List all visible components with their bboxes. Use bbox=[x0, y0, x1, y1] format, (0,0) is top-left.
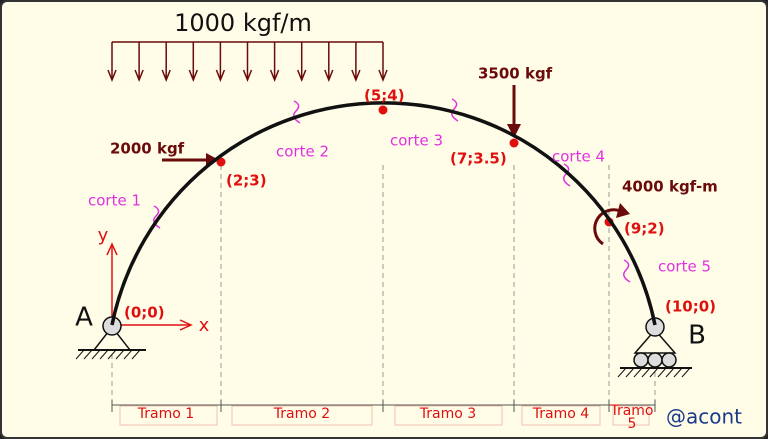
hatch bbox=[665, 367, 675, 378]
moment-arrow bbox=[593, 208, 625, 246]
arrow-head bbox=[378, 69, 388, 83]
point-label: (9;2) bbox=[624, 220, 665, 238]
span-label: Tramo 4 bbox=[532, 406, 589, 422]
hatch bbox=[107, 349, 117, 360]
hatch bbox=[649, 367, 659, 378]
axis-label: y bbox=[98, 225, 109, 246]
force-label: 3500 kgf bbox=[478, 65, 553, 83]
hatch bbox=[633, 367, 643, 378]
arrow-head bbox=[351, 69, 361, 83]
point-label: (5;4) bbox=[364, 87, 405, 105]
support-label: A bbox=[75, 303, 93, 333]
arrow-head bbox=[242, 69, 253, 83]
cut-mark bbox=[563, 163, 571, 187]
arrow-head bbox=[179, 319, 193, 331]
arrow-head bbox=[161, 69, 171, 83]
cut-label: corte 5 bbox=[658, 258, 711, 276]
axis-label: x bbox=[199, 315, 210, 336]
hatch bbox=[673, 367, 683, 378]
cut-label: corte 2 bbox=[276, 143, 329, 161]
arrow-head bbox=[106, 242, 118, 256]
arrow-head bbox=[269, 69, 280, 83]
cut-mark bbox=[451, 98, 459, 122]
moment-label: 4000 kgf-m bbox=[622, 178, 718, 196]
hatch bbox=[75, 349, 85, 360]
arrow-head bbox=[188, 69, 198, 83]
hatch bbox=[131, 349, 141, 360]
span-label: Tramo 1 bbox=[137, 406, 194, 422]
point bbox=[216, 157, 226, 167]
hatch bbox=[115, 349, 125, 360]
arrow-head bbox=[134, 69, 144, 83]
cut-mark bbox=[623, 259, 631, 283]
span-label: Tramo 3 bbox=[419, 406, 476, 422]
span-box bbox=[612, 405, 650, 426]
cut-label: corte 3 bbox=[390, 132, 443, 150]
span-label: Tramo bbox=[609, 403, 653, 419]
span-box bbox=[521, 405, 601, 426]
support-label: B bbox=[688, 321, 706, 351]
arrow-head bbox=[507, 124, 521, 138]
point-label: (7;3.5) bbox=[450, 150, 507, 168]
hatch bbox=[617, 367, 627, 378]
layout bbox=[75, 41, 692, 426]
hatch bbox=[657, 367, 667, 378]
span-box bbox=[231, 405, 373, 426]
cut-label: corte 1 bbox=[88, 192, 141, 210]
point bbox=[509, 138, 519, 148]
hatch bbox=[99, 349, 109, 360]
cut-label: corte 4 bbox=[552, 148, 605, 166]
span-label: 5 bbox=[628, 416, 637, 432]
watermark: @acont bbox=[666, 405, 742, 429]
point-label: (0;0) bbox=[124, 304, 165, 322]
hatch bbox=[625, 367, 635, 378]
hatch bbox=[83, 349, 93, 360]
arrow-head bbox=[297, 69, 307, 83]
roller bbox=[633, 352, 649, 368]
cut-mark bbox=[293, 100, 301, 124]
arrow-head bbox=[616, 203, 630, 218]
point-label: (10;0) bbox=[665, 298, 716, 316]
span-box bbox=[119, 405, 218, 426]
span-box bbox=[394, 405, 503, 426]
force-label: 2000 kgf bbox=[110, 140, 185, 158]
roller bbox=[661, 352, 677, 368]
arrow-head bbox=[324, 69, 334, 83]
arrow-head bbox=[107, 69, 117, 83]
span-label: Tramo 2 bbox=[273, 406, 330, 422]
hatch bbox=[641, 367, 651, 378]
roller bbox=[647, 352, 663, 368]
hatch bbox=[681, 367, 691, 378]
hatch bbox=[91, 349, 101, 360]
distributed-load-label: 1000 kgf/m bbox=[174, 9, 312, 37]
hatch bbox=[123, 349, 133, 360]
point bbox=[378, 105, 388, 115]
point-label: (2;3) bbox=[226, 172, 267, 190]
arrow-head bbox=[215, 69, 226, 83]
arch bbox=[110, 101, 657, 326]
